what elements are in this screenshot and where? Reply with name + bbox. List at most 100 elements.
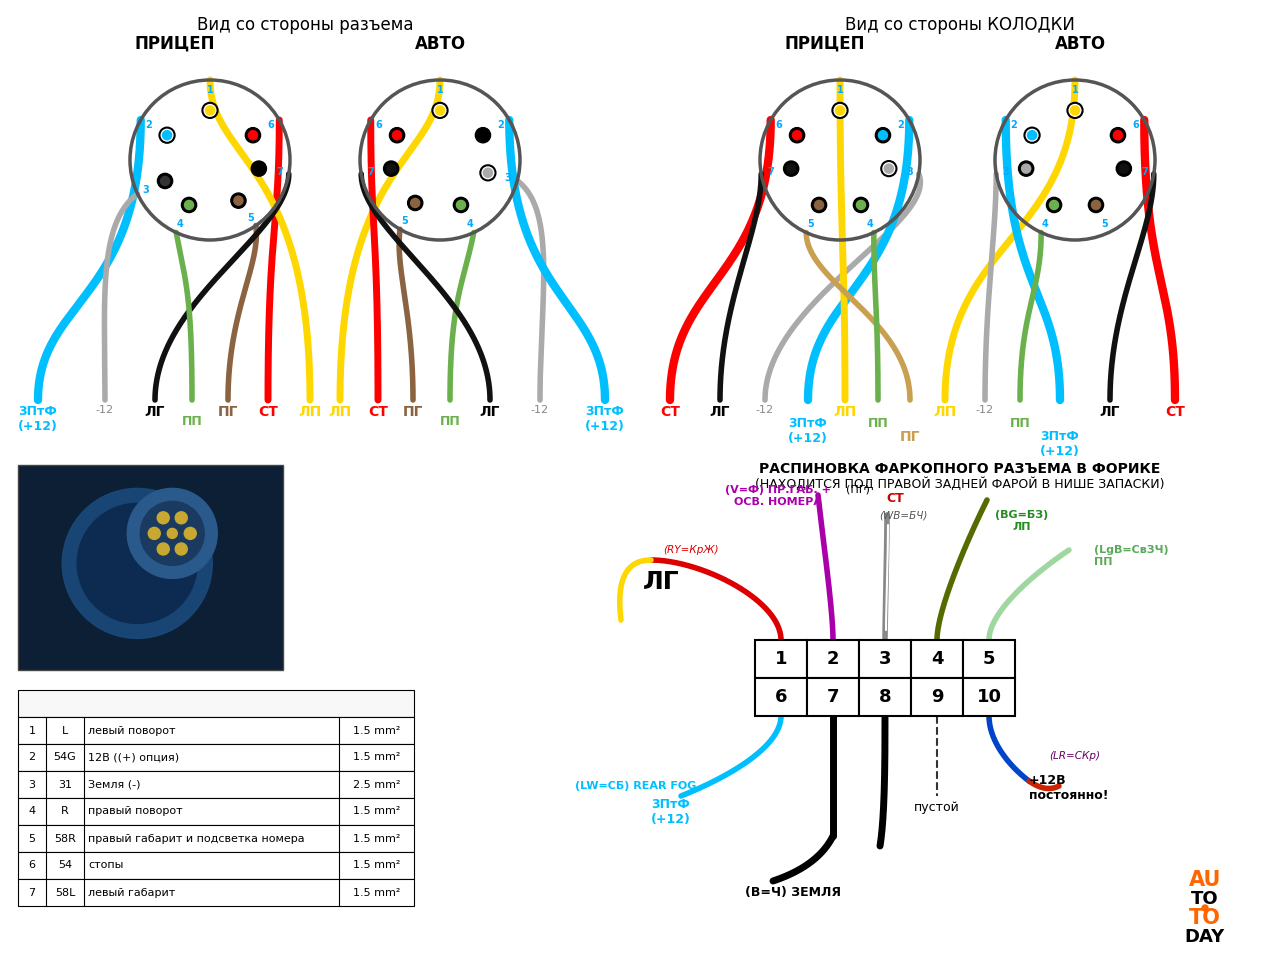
Circle shape [854,197,869,212]
Text: 3: 3 [906,167,913,177]
Circle shape [1092,201,1101,209]
Text: 3ПтФ
(+12): 3ПтФ (+12) [18,405,58,433]
Text: 5: 5 [983,650,996,668]
Circle shape [876,128,891,143]
Circle shape [814,201,823,209]
Text: 4: 4 [1042,219,1048,229]
Circle shape [160,177,170,185]
Circle shape [484,168,493,178]
Text: (LgB=СвЗЧ)
ПП: (LgB=СвЗЧ) ПП [1094,545,1169,567]
Text: 7: 7 [767,167,774,177]
Circle shape [1088,197,1103,212]
Bar [755,640,806,678]
Text: АВТО: АВТО [415,35,466,53]
Text: Вид со стороны разъема: Вид со стороны разъема [197,16,413,34]
Text: правый поворот: правый поворот [88,806,183,817]
Text: СТ: СТ [259,405,278,419]
Circle shape [77,504,197,624]
Text: 54G: 54G [54,752,77,762]
Text: 2: 2 [827,650,840,668]
Circle shape [881,161,896,176]
Text: 3: 3 [143,185,150,195]
Text: ЛП: ЛП [298,405,321,419]
Text: -12: -12 [96,405,114,415]
Text: СТ: СТ [886,492,904,505]
Text: (RY=КрЖ): (RY=КрЖ) [663,545,719,555]
Bar [18,879,413,906]
Text: 58R: 58R [54,833,76,844]
Circle shape [393,131,402,139]
Text: (LR=СКр): (LR=СКр) [1050,751,1100,761]
Circle shape [1019,161,1034,176]
Circle shape [1021,164,1030,173]
Circle shape [182,197,197,212]
Circle shape [479,131,488,139]
Circle shape [1116,161,1132,176]
Text: R: R [61,806,69,817]
Circle shape [1110,128,1125,143]
Text: СТ: СТ [369,405,388,419]
Circle shape [175,512,187,524]
Circle shape [160,128,174,143]
Circle shape [790,128,805,143]
Text: стопы: стопы [88,860,123,871]
Text: ПРИЦЕП: ПРИЦЕП [134,35,215,53]
Bar [18,852,413,879]
Circle shape [251,161,266,176]
Text: 5: 5 [402,216,408,226]
Circle shape [157,173,173,188]
Bar [18,825,413,852]
Text: (BG=БЗ)
ЛП: (BG=БЗ) ЛП [996,510,1048,531]
Text: 2: 2 [498,120,504,130]
Circle shape [127,488,218,579]
Text: TO: TO [1189,908,1221,928]
Bar [911,640,963,678]
Text: 7: 7 [827,688,840,706]
Circle shape [63,488,212,638]
Text: ЛГ: ЛГ [480,405,500,419]
Text: Земля (-): Земля (-) [88,779,141,790]
Text: ЛП: ЛП [329,405,352,419]
Bar [859,640,911,678]
Circle shape [433,103,448,118]
Text: 1: 1 [436,85,443,94]
Circle shape [184,528,196,539]
Text: (WB=БЧ): (WB=БЧ) [879,510,927,520]
Circle shape [248,131,257,139]
Bar [755,678,806,716]
Circle shape [475,128,490,143]
Text: (НАХОДИТСЯ ПОД ПРАВОЙ ЗАДНЕЙ ФАРОЙ В НИШЕ ЗАПАСКИ): (НАХОДИТСЯ ПОД ПРАВОЙ ЗАДНЕЙ ФАРОЙ В НИШ… [755,477,1165,490]
Text: 4: 4 [931,650,943,668]
Text: 3ПтФ
(+12): 3ПтФ (+12) [1041,430,1080,458]
Text: 3: 3 [28,779,36,790]
Text: 6: 6 [776,120,782,130]
Circle shape [148,528,160,539]
Circle shape [832,103,847,118]
Circle shape [205,106,215,115]
Text: 1.5 mm²: 1.5 mm² [353,888,401,898]
Text: 7: 7 [1140,167,1148,177]
Bar [806,640,859,678]
Circle shape [1119,164,1129,173]
Text: (LW=СБ) REAR FOG: (LW=СБ) REAR FOG [575,781,696,791]
Circle shape [856,201,865,209]
Circle shape [1202,905,1208,911]
Circle shape [163,131,172,139]
Text: 3ПтФ
(+12): 3ПтФ (+12) [652,798,691,826]
Text: ЛГ: ЛГ [145,405,165,419]
Circle shape [1068,103,1083,118]
Circle shape [884,164,893,173]
Text: 6: 6 [774,688,787,706]
Bar [18,798,413,825]
Circle shape [246,128,261,143]
Text: (V=Ф) ПР.ГАБ. +
ОСВ. НОМЕРА: (V=Ф) ПР.ГАБ. + ОСВ. НОМЕРА [724,485,831,506]
Text: 5: 5 [247,212,253,223]
Circle shape [184,201,193,209]
Circle shape [141,502,205,565]
Text: 7: 7 [28,888,36,898]
Text: 2: 2 [146,120,152,130]
Text: 5: 5 [1101,219,1108,229]
Text: ПГ: ПГ [403,405,424,419]
Text: 9: 9 [931,688,943,706]
Text: (ПГ): (ПГ) [846,485,870,495]
